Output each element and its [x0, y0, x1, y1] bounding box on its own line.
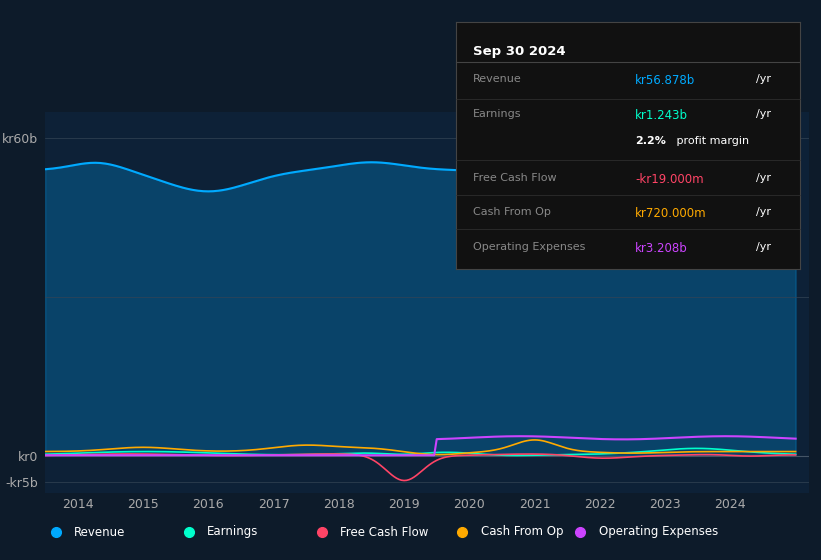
- Text: Cash From Op: Cash From Op: [481, 525, 563, 539]
- Text: /yr: /yr: [755, 207, 771, 217]
- Text: Earnings: Earnings: [473, 109, 521, 119]
- Text: /yr: /yr: [755, 172, 771, 183]
- Text: 2.2%: 2.2%: [635, 136, 666, 146]
- Text: /yr: /yr: [755, 109, 771, 119]
- Text: Earnings: Earnings: [208, 525, 259, 539]
- Text: kr56.878b: kr56.878b: [635, 74, 695, 87]
- Text: Sep 30 2024: Sep 30 2024: [473, 45, 566, 58]
- Text: Revenue: Revenue: [473, 74, 521, 84]
- Text: kr3.208b: kr3.208b: [635, 242, 688, 255]
- Text: -kr19.000m: -kr19.000m: [635, 172, 704, 186]
- Text: Revenue: Revenue: [75, 525, 126, 539]
- Text: Cash From Op: Cash From Op: [473, 207, 551, 217]
- Text: /yr: /yr: [755, 74, 771, 84]
- Text: kr720.000m: kr720.000m: [635, 207, 707, 220]
- Text: Operating Expenses: Operating Expenses: [473, 242, 585, 251]
- Text: profit margin: profit margin: [673, 136, 749, 146]
- Text: Free Cash Flow: Free Cash Flow: [341, 525, 429, 539]
- Text: Operating Expenses: Operating Expenses: [599, 525, 718, 539]
- Text: kr1.243b: kr1.243b: [635, 109, 688, 122]
- Text: /yr: /yr: [755, 242, 771, 251]
- Text: Free Cash Flow: Free Cash Flow: [473, 172, 557, 183]
